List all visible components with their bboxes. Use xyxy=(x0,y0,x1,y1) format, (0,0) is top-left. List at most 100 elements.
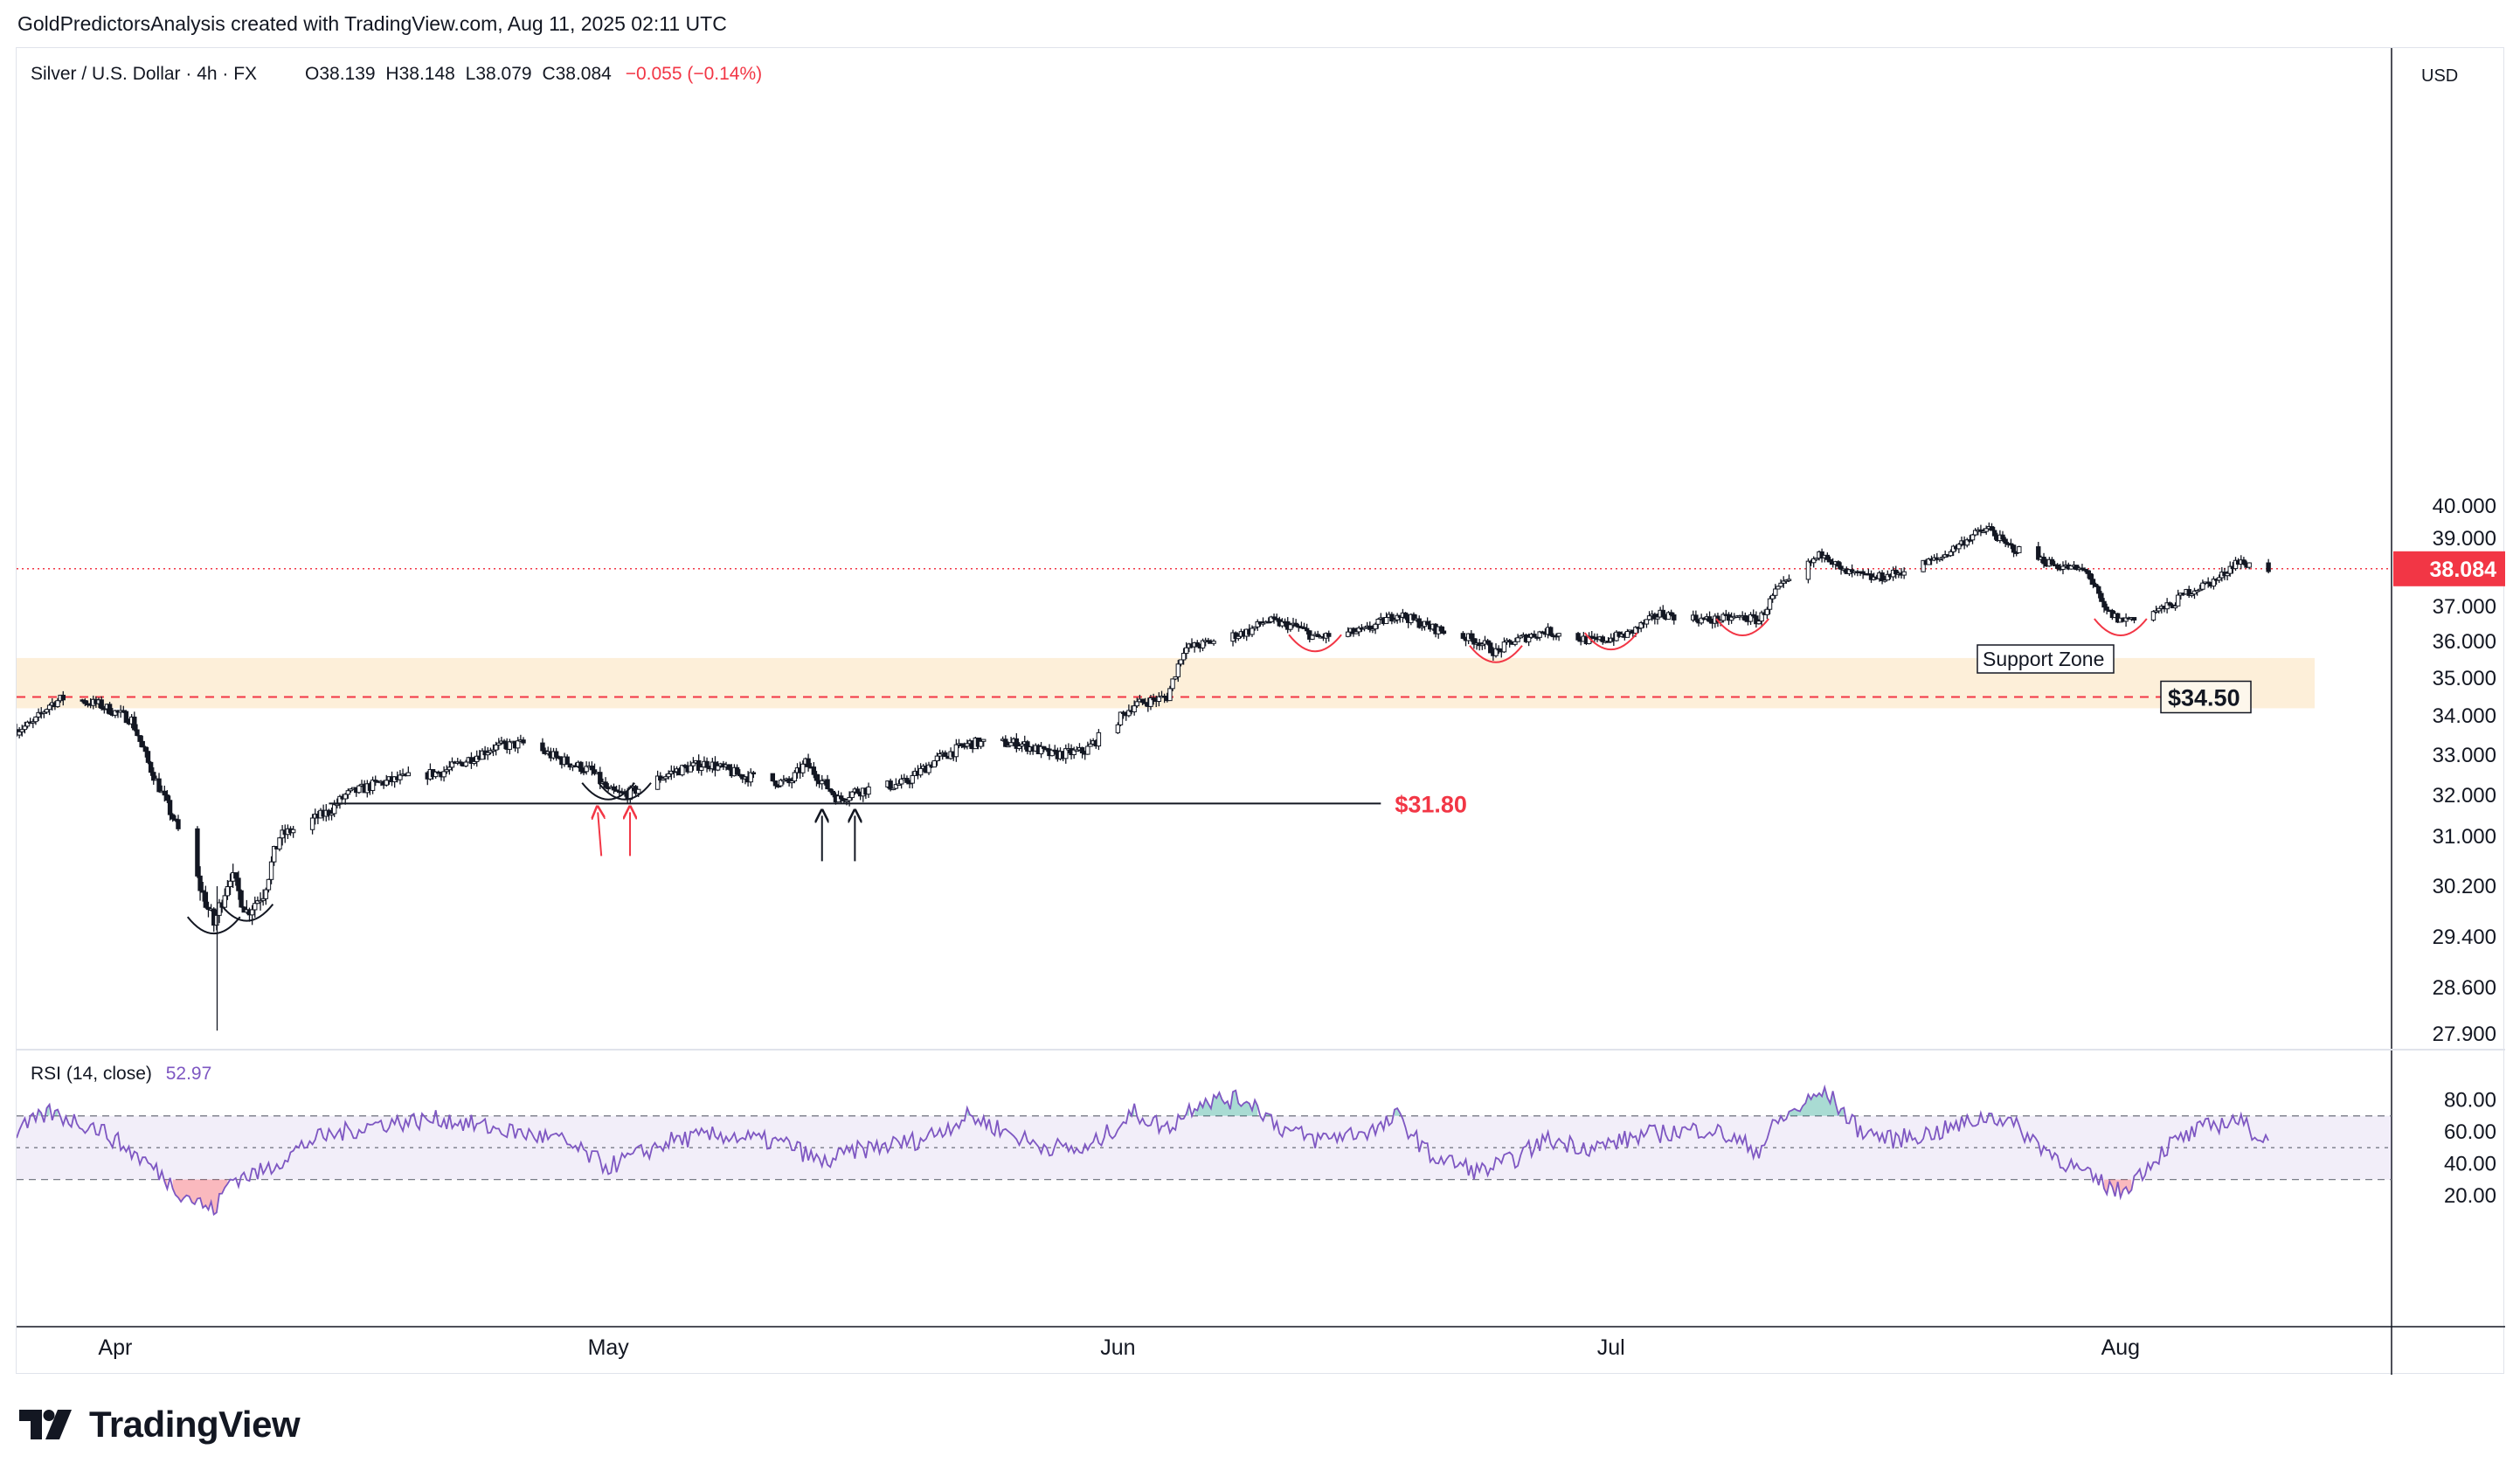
pattern-arc xyxy=(1715,618,1769,636)
candle-down xyxy=(2101,600,2107,608)
candle-down xyxy=(521,739,526,744)
rsi-legend: RSI (14, close) 52.97 xyxy=(31,1064,211,1084)
price-axis-tick-label: 30.200 xyxy=(2433,875,2496,898)
candle-down xyxy=(148,761,154,773)
candle-down xyxy=(813,773,820,781)
candle-up xyxy=(1200,640,1206,648)
candle-up xyxy=(781,779,786,782)
candle-up xyxy=(1288,624,1293,630)
candle-up xyxy=(1088,743,1093,747)
candle-up xyxy=(1132,705,1137,712)
candle-up xyxy=(1759,612,1764,622)
candle-up xyxy=(1375,619,1381,625)
candle-up xyxy=(1972,530,1978,536)
candle-down xyxy=(1989,526,1995,531)
candle-up xyxy=(44,709,50,713)
candle-up xyxy=(1901,571,1907,576)
candle-up xyxy=(516,740,521,749)
candle-down xyxy=(1041,745,1047,749)
tradingview-logo[interactable]: TradingView xyxy=(19,1404,301,1446)
candle-up xyxy=(263,889,269,899)
candle-up xyxy=(290,829,296,834)
candle-down xyxy=(1827,558,1833,563)
candle-down xyxy=(1819,551,1824,558)
candle-up xyxy=(654,775,661,790)
candle-down xyxy=(1893,569,1899,574)
time-axis-tick-label: Jun xyxy=(1100,1335,1135,1360)
candle-up xyxy=(635,788,641,794)
candle-down xyxy=(592,769,598,774)
candle-down xyxy=(658,775,663,781)
candle-down xyxy=(888,780,893,790)
candle-down xyxy=(2131,617,2137,621)
rsi-axis-tick-label: 80.00 xyxy=(2444,1089,2496,1113)
candle-down xyxy=(1860,571,1866,574)
candle-up xyxy=(1211,641,1216,644)
candle-down xyxy=(1849,569,1855,572)
candle-down xyxy=(145,751,151,763)
candle-up xyxy=(981,738,987,742)
candle-down xyxy=(1233,632,1238,640)
candle-down xyxy=(1416,618,1422,628)
candle-down xyxy=(1978,529,1983,532)
candle-down xyxy=(132,716,137,731)
pattern-arc xyxy=(581,782,635,801)
candle-up xyxy=(348,788,354,792)
candle-up xyxy=(1173,676,1178,680)
candle-down xyxy=(1485,640,1491,644)
candle-down xyxy=(1194,641,1200,648)
candle-up xyxy=(789,780,794,784)
candle-up xyxy=(1776,586,1781,590)
candle-up xyxy=(496,742,502,745)
candle-up xyxy=(2191,590,2198,595)
candle-up xyxy=(1970,534,1976,541)
candle-up xyxy=(266,878,272,891)
candle-down xyxy=(2055,564,2060,569)
candle-up xyxy=(1633,627,1638,634)
chart-svg[interactable]: $31.80 Support Zone $34.50 27.900 28.600 29.… xyxy=(17,48,2505,1375)
candle-up xyxy=(1638,621,1644,629)
price-axis-tick-label: 37.000 xyxy=(2433,595,2496,619)
arrow-up-red xyxy=(598,812,601,856)
candle-up xyxy=(1361,627,1367,629)
candle-up xyxy=(268,861,274,880)
candle-down xyxy=(2008,543,2014,546)
time-axis-tick-label: Jul xyxy=(1597,1335,1625,1360)
candle-down xyxy=(2080,567,2085,571)
candle-up xyxy=(953,744,959,758)
pattern-arc xyxy=(1583,632,1638,651)
candle-down xyxy=(751,772,757,775)
candle-down xyxy=(1742,614,1748,621)
candle-down xyxy=(1441,630,1447,634)
candle-down xyxy=(233,872,239,879)
candle-down xyxy=(236,877,241,891)
candle-up xyxy=(249,909,255,916)
pattern-arc xyxy=(219,904,274,922)
candle-down xyxy=(1575,633,1581,641)
candle-up xyxy=(680,765,685,776)
candle-down xyxy=(2000,534,2005,540)
candle-down xyxy=(827,788,833,792)
candle-down xyxy=(811,766,817,775)
candle-down xyxy=(151,772,156,781)
candle-up xyxy=(227,880,233,888)
candle-up xyxy=(19,729,24,732)
candle-down xyxy=(1003,738,1008,747)
candle-down xyxy=(855,788,861,794)
candle-up xyxy=(1156,696,1162,703)
symbol-name: Silver / U.S. Dollar · 4h · FX xyxy=(31,64,257,84)
rsi-axis-tick-label: 20.00 xyxy=(2444,1184,2496,1208)
candle-up xyxy=(2225,572,2230,577)
candle-up xyxy=(1269,616,1274,622)
candle-down xyxy=(156,778,162,793)
candle-down xyxy=(2099,593,2104,602)
candle-up xyxy=(1981,530,1986,534)
candle-up xyxy=(2211,579,2217,587)
chart-frame: $31.80 Support Zone $34.50 27.900 28.600 29.… xyxy=(16,47,2505,1375)
candle-down xyxy=(825,779,830,790)
candle-down xyxy=(1880,572,1885,581)
candle-up xyxy=(1356,628,1361,633)
price-axis-tick-label: 40.000 xyxy=(2433,495,2496,518)
candle-down xyxy=(99,699,104,710)
candle-up xyxy=(449,761,455,768)
